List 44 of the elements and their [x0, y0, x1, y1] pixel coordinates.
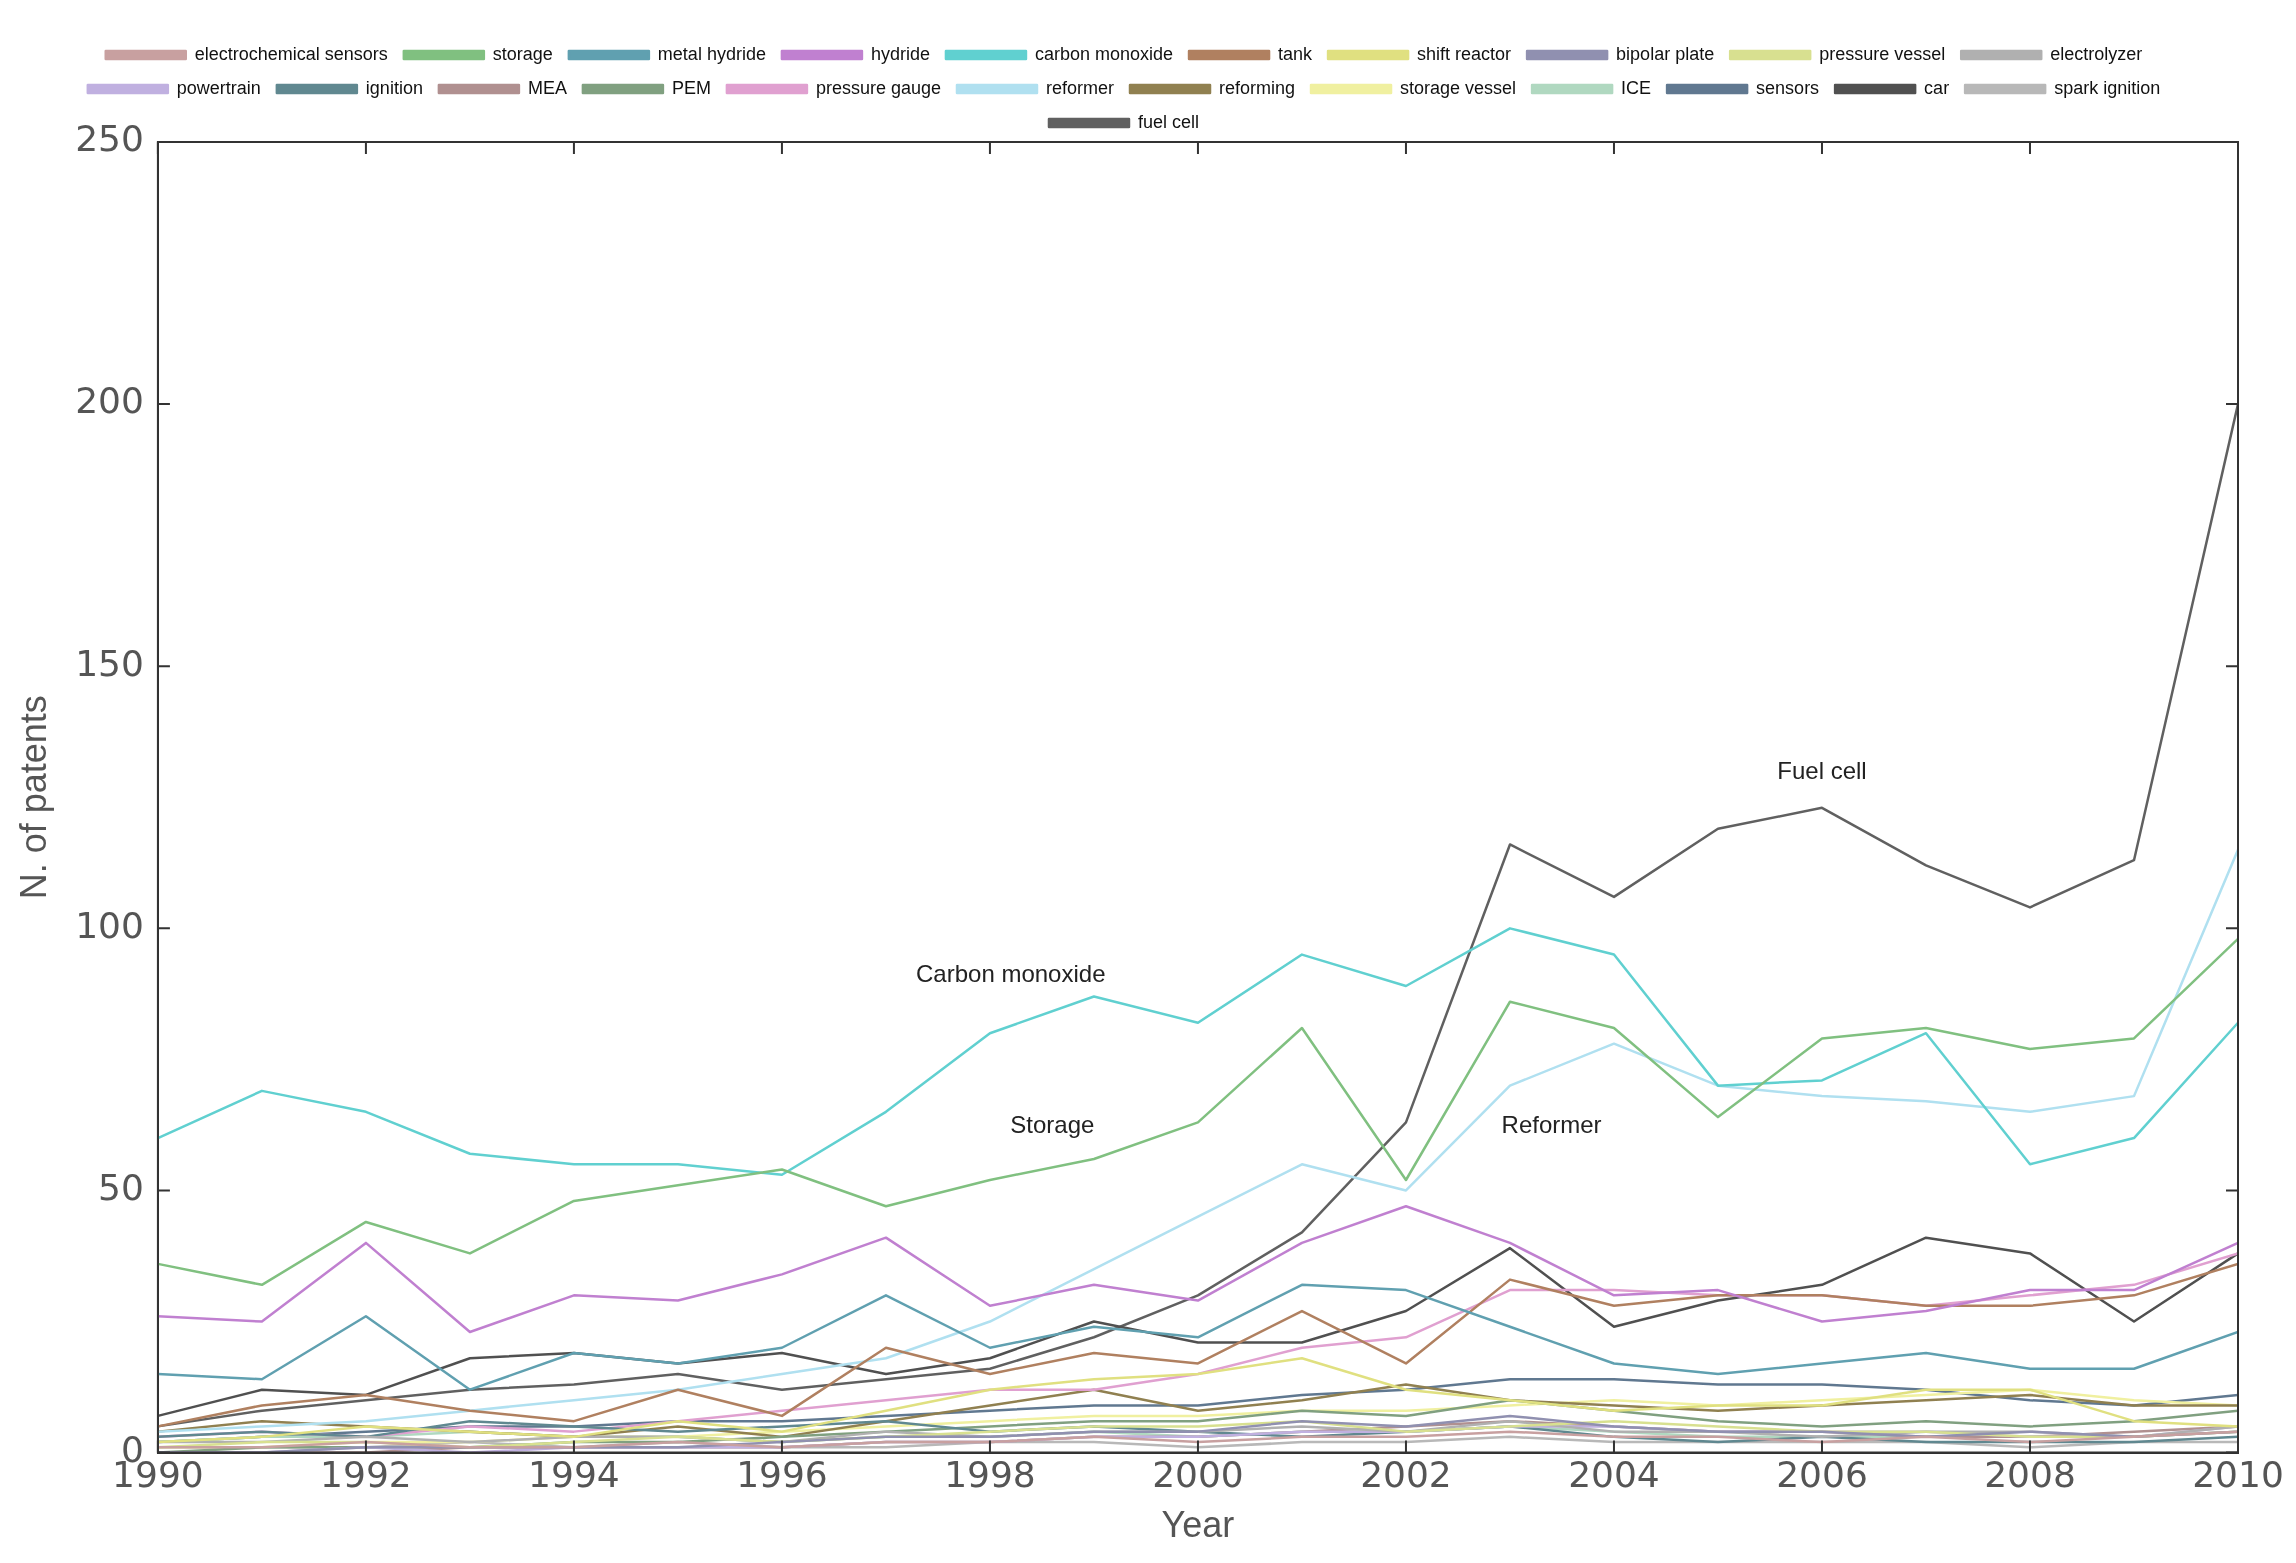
legend-label: electrochemical sensors [194, 43, 388, 64]
x-tick-label: 2000 [1152, 1453, 1244, 1495]
x-tick-label: 2006 [1776, 1453, 1868, 1495]
legend-label: pressure vessel [1819, 43, 1946, 64]
legend-label: shift reactor [1417, 43, 1512, 64]
legend-label: powertrain [176, 77, 261, 98]
legend-label: car [1924, 77, 1950, 98]
legend-label: storage vessel [1400, 77, 1517, 98]
legend-label: reforming [1219, 77, 1296, 98]
legend-label: carbon monoxide [1034, 43, 1174, 64]
legend-label: tank [1278, 43, 1314, 64]
legend-label: sensors [1756, 77, 1820, 98]
legend-label: ICE [1621, 77, 1652, 98]
legend-label: fuel cell [1137, 111, 1200, 132]
legend-label: electrolyzer [2050, 43, 2143, 64]
y-tick-label: 250 [75, 118, 144, 160]
x-tick-label: 1998 [944, 1453, 1036, 1495]
x-tick-label: 2002 [1360, 1453, 1452, 1495]
x-tick-label: 2008 [1984, 1453, 2076, 1495]
y-tick-label: 100 [75, 904, 144, 946]
legend-label: bipolar plate [1616, 43, 1715, 64]
legend-label: MEA [527, 77, 567, 98]
x-tick-label: 2010 [2192, 1453, 2284, 1495]
legend-label: PEM [671, 77, 711, 98]
x-tick-label: 1992 [320, 1453, 412, 1495]
y-tick-label: 50 [98, 1166, 144, 1208]
legend-label: spark ignition [2054, 77, 2161, 98]
legend-label: hydride [870, 43, 930, 64]
y-tick-label: 200 [75, 380, 144, 422]
annotation: Carbon monoxide [916, 959, 1106, 987]
legend-label: reformer [1046, 77, 1115, 98]
x-tick-label: 2004 [1568, 1453, 1660, 1495]
legend-label: pressure gauge [815, 77, 941, 98]
y-axis-title: N. of patents [12, 695, 54, 900]
legend-label: ignition [365, 77, 423, 98]
annotation: Fuel cell [1777, 756, 1867, 784]
legend-label: storage [492, 43, 553, 64]
x-tick-label: 1994 [528, 1453, 620, 1495]
legend-label: metal hydride [657, 43, 766, 64]
x-axis-title: Year [1161, 1504, 1235, 1546]
x-tick-label: 1996 [736, 1453, 828, 1495]
annotation: Reformer [1501, 1110, 1602, 1138]
annotation: Storage [1010, 1110, 1095, 1138]
y-tick-label: 150 [75, 642, 144, 684]
